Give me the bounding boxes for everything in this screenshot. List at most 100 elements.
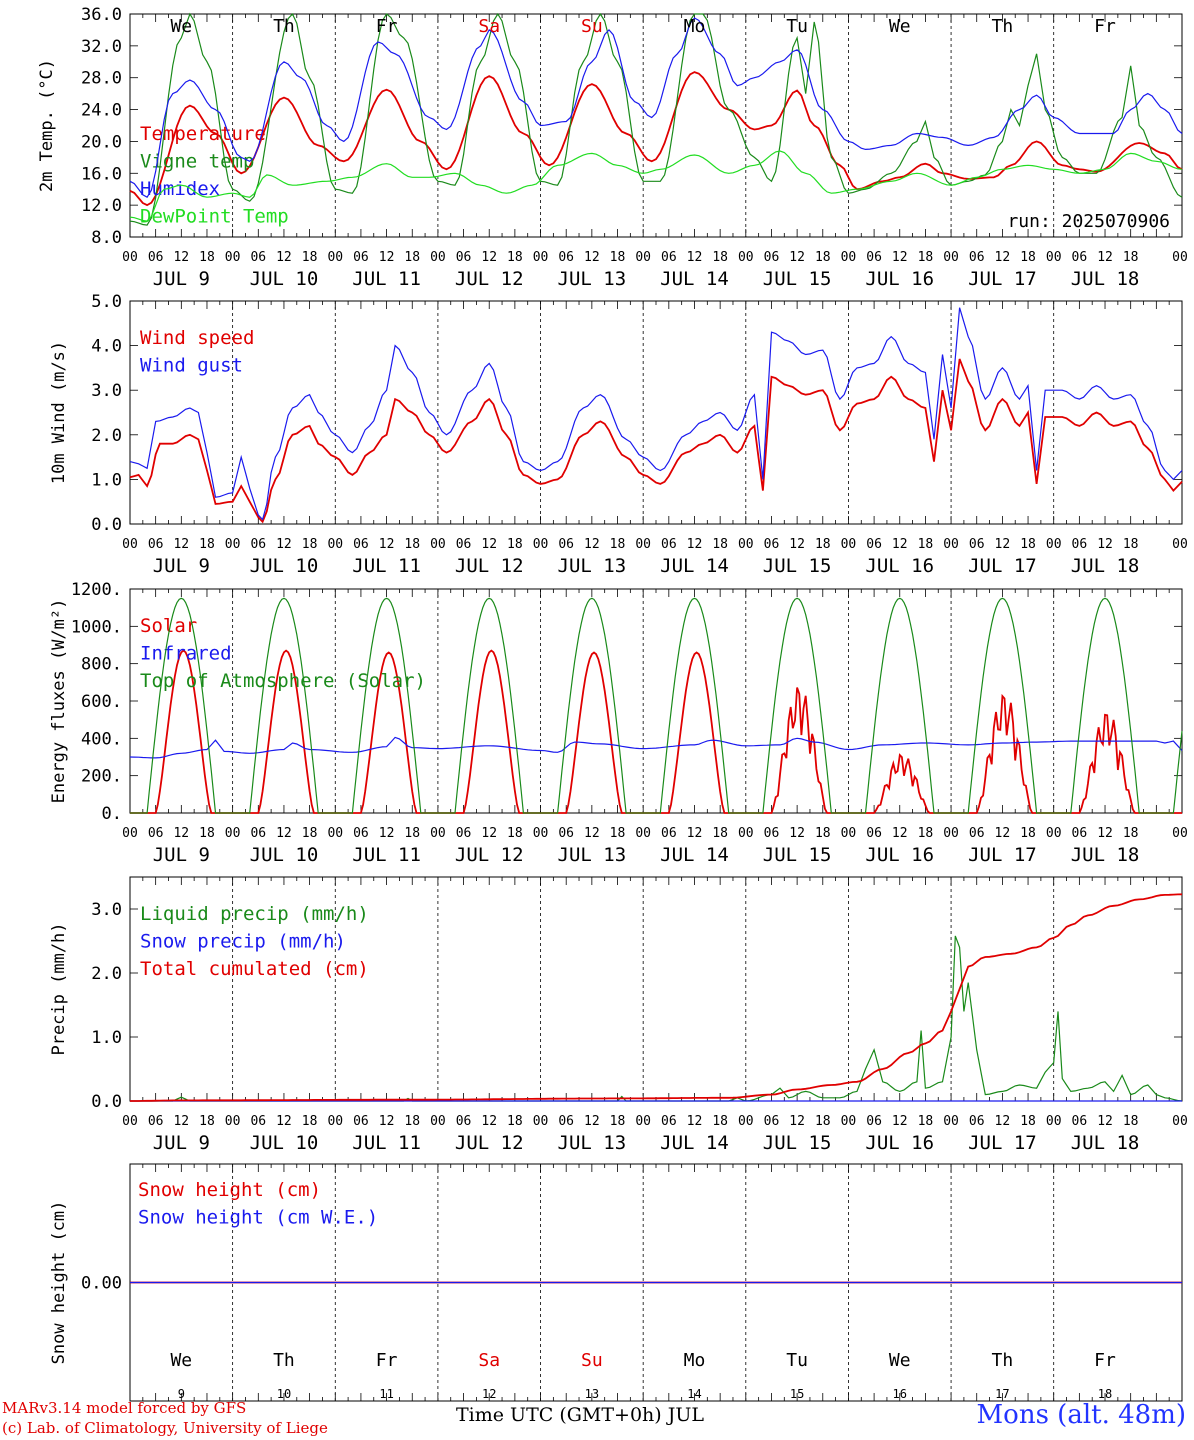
hour-tick-label: 12 [687,537,703,552]
hour-tick-label: 00 [327,1114,343,1129]
hour-tick-label: 12 [789,537,805,552]
hour-tick-label: 00 [635,826,651,841]
hour-tick-label: 12 [276,826,292,841]
legend-entry: Wind gust [140,355,243,377]
legend-entry: Snow height (cm) [138,1179,321,1201]
hour-tick-label: 06 [1072,1114,1088,1129]
y-tick-label: 1000. [71,617,122,637]
y-tick-label: 8.0 [91,228,122,248]
credit-line-2: (c) Lab. of Climatology, University of L… [2,1419,328,1437]
date-label: JUL 14 [660,1132,729,1154]
legend-entry: Total cumulated (cm) [140,958,369,980]
hour-tick-label: 12 [173,826,189,841]
hour-tick-label: 12 [379,826,395,841]
plot-frame [129,13,1183,238]
panel-1: 8.0 12.0 16.0 20.0 24.0 28.0 32.0 36.0 2m Temp. … [37,5,1188,290]
hour-tick-label: 18 [610,250,626,265]
hour-tick-label: 18 [507,826,523,841]
hour-tick-label: 00 [738,826,754,841]
hour-tick-label: 12 [379,1114,395,1129]
hour-tick-label: 12 [584,826,600,841]
y-tick-label: 600. [81,692,122,712]
y-tick-label: 16.0 [81,164,122,184]
hour-tick-label: 00 [841,537,857,552]
date-label: JUL 9 [153,268,210,290]
hour-tick-label: 06 [1072,250,1088,265]
hour-tick-label: 12 [892,537,908,552]
hour-tick-label: 06 [661,250,677,265]
weekday-label: Fr [376,16,398,37]
series-line [130,893,1183,1102]
y-tick-label: 4.0 [91,337,122,357]
hour-tick-label: 12 [584,250,600,265]
weekday-label: Tu [786,1350,808,1371]
run-label: run: 2025070906 [1007,211,1170,232]
day-number-label: 17 [995,1387,1009,1401]
hour-tick-label: 06 [661,826,677,841]
weekday-label: Mo [684,16,706,37]
panel-4: 0.0 1.0 2.0 3.0 Precip (mm/h) Liquid precip (… [49,876,1188,1154]
weekday-label: Sa [478,1350,500,1371]
weekday-label: Fr [1094,1350,1116,1371]
hour-tick-label: 18 [1020,1114,1036,1129]
hour-tick-label: 12 [995,826,1011,841]
hour-tick-label: 00 [1172,250,1188,265]
weekday-label: Th [273,16,295,37]
hour-tick-label: 12 [687,250,703,265]
hour-tick-label: 06 [353,537,369,552]
hour-tick-label: 12 [276,537,292,552]
hour-tick-label: 18 [918,826,934,841]
hour-tick-label: 06 [456,537,472,552]
date-label: JUL 12 [455,844,524,866]
date-label: JUL 9 [153,844,210,866]
date-label: JUL 17 [968,555,1037,577]
date-label: JUL 17 [968,844,1037,866]
date-label: JUL 18 [1071,555,1140,577]
hour-tick-label: 00 [1046,537,1062,552]
hour-tick-label: 06 [250,537,266,552]
hour-tick-label: 00 [841,1114,857,1129]
date-label: JUL 15 [763,555,832,577]
hour-tick-label: 00 [533,826,549,841]
panel-5: 0.00 Snow height (cm) Snow height (cm) Snow… [49,1163,1183,1402]
date-label: JUL 17 [968,1132,1037,1154]
hour-tick-label: 00 [1046,250,1062,265]
legend-entry: Liquid precip (mm/h) [140,903,369,925]
hour-tick-label: 12 [789,1114,805,1129]
day-number-label: 18 [1098,1387,1112,1401]
legend-entry: DewPoint Temp [140,206,289,228]
hour-tick-label: 06 [661,537,677,552]
hour-tick-label: 00 [533,250,549,265]
hour-tick-label: 12 [379,250,395,265]
series-line [129,307,1183,521]
legend-entry: Temperature [140,123,266,145]
hour-tick-label: 00 [841,826,857,841]
hour-tick-label: 06 [148,250,164,265]
hour-tick-label: 18 [1020,826,1036,841]
legend-entry: Snow precip (mm/h) [140,931,346,953]
hour-tick-label: 18 [404,537,420,552]
hour-tick-label: 06 [866,250,882,265]
series-line [129,736,1183,759]
weekday-label: We [170,1350,192,1371]
hour-tick-label: 12 [379,537,395,552]
day-number-label: 13 [585,1387,599,1401]
date-label: JUL 16 [865,844,934,866]
day-number-label: 10 [277,1387,291,1401]
hour-tick-label: 00 [122,537,138,552]
hour-tick-label: 06 [969,250,985,265]
date-label: JUL 10 [250,844,319,866]
hour-tick-label: 18 [302,537,318,552]
date-label: JUL 13 [558,844,627,866]
hour-tick-label: 06 [456,250,472,265]
hour-tick-label: 12 [481,250,497,265]
hour-tick-label: 06 [558,537,574,552]
date-label: JUL 10 [250,1132,319,1154]
y-tick-label: 32.0 [81,37,122,57]
hour-tick-label: 18 [1020,537,1036,552]
y-tick-label: 200. [81,767,122,787]
date-label: JUL 13 [558,555,627,577]
hour-tick-label: 18 [1123,1114,1139,1129]
y-tick-label: 2.0 [91,426,122,446]
hour-tick-label: 12 [687,1114,703,1129]
